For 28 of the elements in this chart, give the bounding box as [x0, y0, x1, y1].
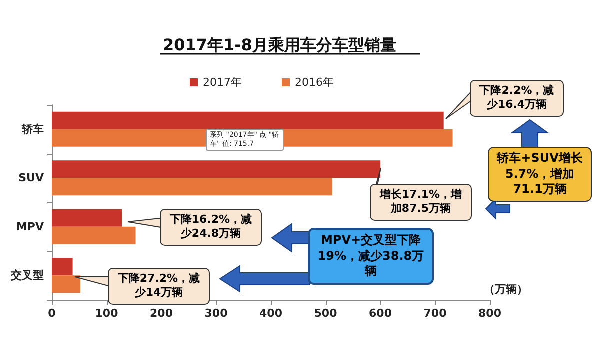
x-tick-label: 200 [150, 307, 174, 320]
x-tick-label: 100 [95, 307, 119, 320]
annotation: 下降2.2%，减少16.4万辆 [470, 80, 564, 117]
y-tick-label: SUV [18, 172, 44, 185]
x-tick-label: 600 [369, 307, 392, 320]
y-tick-label: 轿车 [21, 122, 44, 136]
annotation: 下降16.2%，减少24.8万辆 [160, 209, 262, 246]
annotation: 下降27.2%，减少14万辆 [108, 268, 210, 305]
legend-label: 2016年 [294, 76, 334, 89]
bar [52, 226, 136, 244]
x-tick-label: 700 [424, 307, 448, 320]
text: 轿车+SUV增长5.7%，增加71.1万辆 [488, 147, 592, 202]
x-tick-label: 800 [478, 307, 502, 320]
chart-title: 2017年1-8月乘用车分车型销量 [163, 36, 396, 54]
x-tick-label: 300 [204, 307, 228, 320]
bar [52, 258, 73, 276]
bar [52, 178, 332, 196]
annotation: MPV+交叉型下降19%，减少38.8万辆 [308, 228, 434, 285]
x-tick-label: 500 [314, 307, 338, 320]
legend-label: 2017年 [203, 76, 242, 89]
annotation: 增长17.1%，增加87.5万辆 [370, 184, 472, 221]
x-axis-title: （万辆） [484, 283, 528, 296]
bar [52, 209, 122, 227]
x-tick-label: 400 [260, 307, 283, 320]
y-tick-label: MPV [16, 220, 44, 234]
bar [52, 112, 444, 130]
y-tick-label: 交叉型 [10, 269, 44, 282]
x-tick-label: 0 [48, 307, 56, 320]
